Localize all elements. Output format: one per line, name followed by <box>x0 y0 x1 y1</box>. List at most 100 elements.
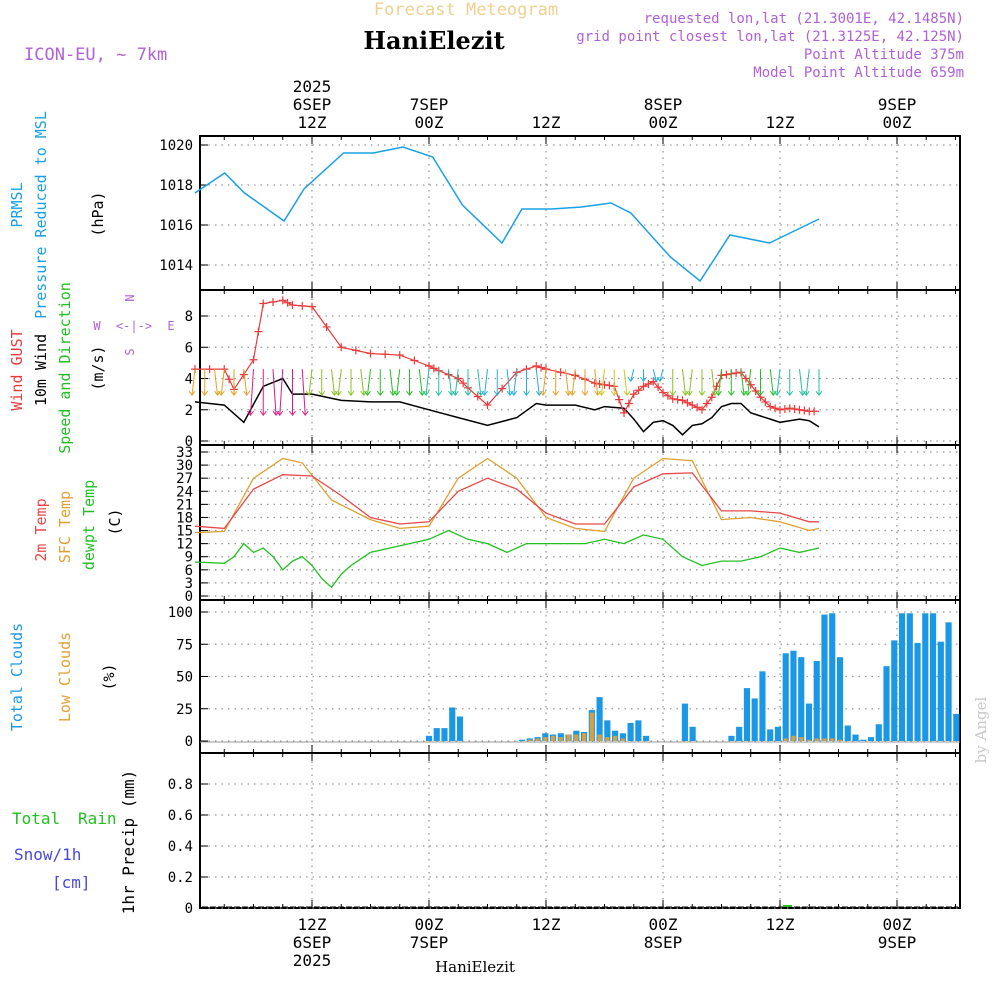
wind-arrow <box>243 369 248 396</box>
wind-arrow <box>805 369 810 396</box>
time-label-bottom: 00Z <box>415 915 444 934</box>
time-label-top: 9SEP <box>878 95 917 114</box>
wind-arrow <box>448 369 452 396</box>
total-cloud-bar <box>612 730 619 741</box>
y-tick-label: 15 <box>176 524 193 540</box>
wind-arrow <box>682 369 686 396</box>
wind-arrow <box>571 369 576 396</box>
y-tick-label: 24 <box>176 484 193 500</box>
gust-marker <box>269 297 277 306</box>
gust-marker <box>225 375 234 384</box>
total-cloud-bar <box>433 728 440 741</box>
low-cloud-bar <box>582 733 587 741</box>
gust-label: Wind GUST <box>8 329 26 410</box>
footer-location: HaniElezit <box>435 958 515 976</box>
gust-marker <box>800 406 809 415</box>
y-tick-label: 100 <box>168 605 193 621</box>
wind-arrow <box>191 369 196 396</box>
dewpt-label: dewpt Temp <box>80 480 98 570</box>
wind-arrow <box>769 369 774 396</box>
speed-direction-label: Speed and Direction <box>56 282 74 454</box>
wind-arrow-head <box>276 410 284 416</box>
wind-arrow <box>337 369 342 396</box>
y-tick-label: 50 <box>176 670 193 686</box>
gust-marker <box>790 404 799 413</box>
gust-marker <box>473 392 482 401</box>
gust-marker <box>459 379 468 388</box>
y-tick-label: 25 <box>176 702 193 718</box>
wind-arrow-head <box>510 390 518 396</box>
compass-w: W <box>93 319 101 333</box>
low-cloud-bar <box>535 738 540 741</box>
wind-arrow-head <box>786 390 794 396</box>
gust-marker <box>746 380 755 389</box>
wind-arrow-head <box>422 390 430 396</box>
wind-arrow <box>425 369 430 396</box>
gust-marker <box>429 364 438 373</box>
total-cloud-bar <box>619 733 626 741</box>
wind-arrow-head <box>435 390 443 396</box>
total-cloud-bar <box>743 688 751 741</box>
gust-marker <box>600 380 609 389</box>
y-tick-label: 3 <box>185 576 193 592</box>
gust-marker <box>395 351 404 360</box>
total-cloud-bar <box>604 720 611 741</box>
wind-arrow-head <box>289 410 296 416</box>
low-cloud-bar <box>799 737 804 741</box>
wind-arrow-head <box>698 390 706 396</box>
wind-speed-line <box>194 377 820 436</box>
time-label-bottom: 9SEP <box>878 933 917 952</box>
wind-arrow-head <box>669 390 677 396</box>
gust-marker <box>624 399 633 408</box>
sfc-temp-label: SFC Temp <box>56 491 74 563</box>
wind-arrow-head <box>230 390 238 396</box>
wind-arrow <box>484 369 488 396</box>
gust-marker <box>654 383 663 392</box>
gust-marker <box>498 384 507 393</box>
wind-arrow <box>220 369 225 396</box>
total-cloud-bar <box>767 729 774 741</box>
gust-marker <box>537 363 546 372</box>
gust-marker <box>668 394 677 403</box>
y-tick-label: 0.4 <box>168 839 193 855</box>
wind-arrow <box>688 369 693 396</box>
total-clouds-label: Total Clouds <box>8 623 26 731</box>
gust-marker <box>298 301 307 310</box>
snow-label: Snow/1h <box>14 845 81 864</box>
y-tick-label: 4 <box>185 372 193 388</box>
low-clouds-label: Low Clouds <box>56 632 74 722</box>
rain-label: Rain <box>78 809 117 828</box>
wind-arrow-head <box>464 390 472 396</box>
wind-arrow <box>331 369 335 396</box>
y-tick-label: 1016 <box>159 218 193 234</box>
wind-arrow-head <box>610 390 618 396</box>
total-cloud-bar <box>643 735 650 741</box>
gust-marker <box>425 362 433 370</box>
low-cloud-bar <box>837 739 843 741</box>
cm-label: [cm] <box>52 873 91 892</box>
total-cloud-bar <box>937 641 944 741</box>
time-label-bottom: 8SEP <box>644 933 683 952</box>
wind-arrow-head <box>727 390 735 396</box>
wind-arrow <box>565 369 569 396</box>
y-tick-label: 0 <box>185 589 193 605</box>
wind-arrow <box>513 369 518 396</box>
time-label-top: 00Z <box>415 113 444 132</box>
total-cloud-bar <box>596 697 603 741</box>
wind-arrow-head <box>347 390 355 396</box>
model-label: ICON-EU, ~ 7km <box>24 45 167 65</box>
pressure-label-1: PRMSL <box>8 182 26 227</box>
gust-marker <box>688 401 697 410</box>
gust-marker <box>810 407 819 416</box>
wind-arrow <box>601 369 605 396</box>
wind-arrow-head <box>318 390 326 396</box>
total-cloud-bar <box>751 698 758 741</box>
gust-marker <box>707 393 716 402</box>
wind-arrow-head <box>744 390 752 396</box>
wind-arrow-head <box>364 390 371 396</box>
gust-marker <box>673 395 682 404</box>
total-cloud-bar <box>798 657 805 741</box>
wind-arrow-head <box>217 390 225 396</box>
panel-frame-3 <box>199 444 961 601</box>
total-cloud-bar <box>914 642 921 741</box>
